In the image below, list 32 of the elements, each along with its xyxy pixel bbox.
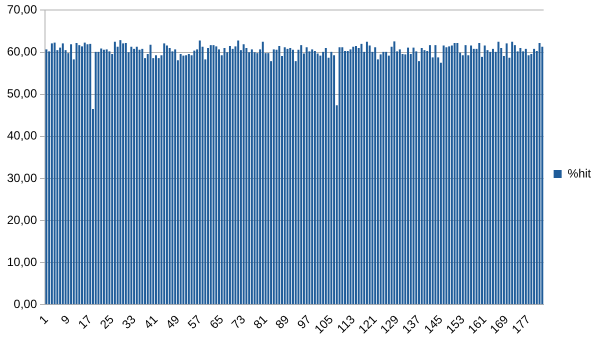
x-tick-label: 57	[184, 312, 205, 332]
y-tick-label: 30,00	[7, 170, 38, 185]
x-tick-label: 169	[487, 312, 512, 336]
x-tick-label: 121	[356, 312, 380, 336]
x-tick-label: 153	[443, 312, 468, 336]
x-tick-label: 145	[421, 312, 446, 336]
x-tick-label: 65	[206, 312, 226, 332]
x-tick-label: 105	[312, 312, 336, 336]
x-tick-label: 41	[141, 312, 161, 332]
y-tick-label: 10,00	[7, 254, 38, 269]
x-tick-label: 113	[334, 312, 358, 336]
x-tick-label: 33	[119, 312, 139, 332]
x-tick-label: 177	[508, 312, 534, 336]
y-tick-label: 0,00	[14, 296, 38, 311]
y-tick-label: 40,00	[7, 128, 38, 143]
x-tick-label: 89	[272, 312, 292, 332]
x-tick-label: 17	[75, 312, 95, 332]
x-tick-label: 81	[250, 312, 270, 332]
legend-label: %hit	[568, 166, 592, 180]
y-tick-label: 70,00	[7, 2, 38, 17]
x-tick-label: 129	[377, 312, 402, 336]
y-tick-label: 50,00	[7, 86, 38, 101]
y-tick-label: 20,00	[7, 212, 38, 227]
x-tick-label: 1	[36, 312, 52, 327]
x-tick-label: 9	[58, 312, 73, 327]
x-tick-label: 97	[294, 312, 314, 332]
x-tick-label: 137	[399, 312, 424, 336]
x-tick-label: 161	[465, 312, 490, 336]
x-tick-label: 73	[228, 312, 248, 332]
x-tick-label: 25	[97, 312, 117, 332]
y-tick-label: 60,00	[7, 44, 38, 59]
x-tick-label: 49	[163, 312, 183, 332]
